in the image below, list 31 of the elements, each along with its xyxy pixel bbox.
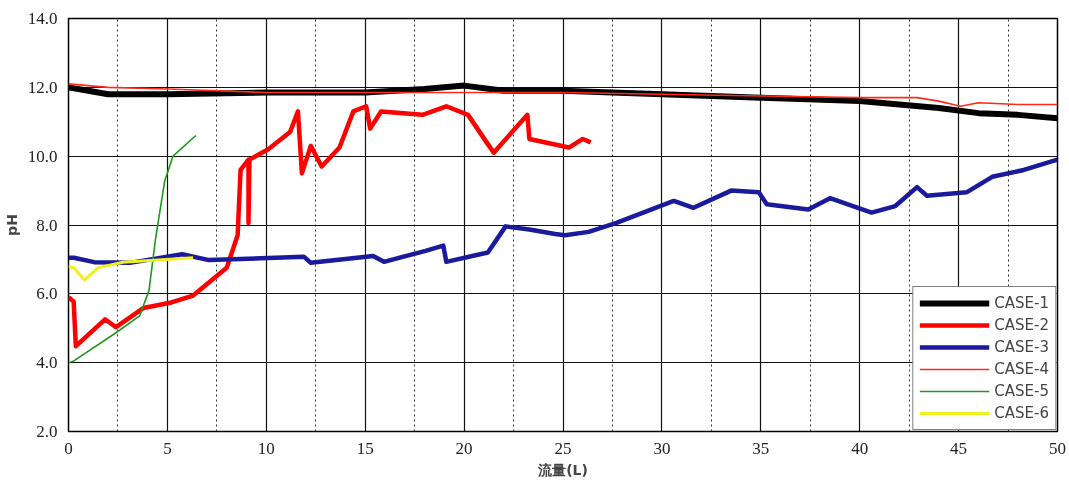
x-tick-label: 15	[356, 438, 374, 458]
line-series	[68, 104, 593, 349]
x-tick-label: 30	[653, 438, 671, 458]
legend-label: CASE-4	[994, 360, 1049, 378]
line-series	[68, 157, 1058, 266]
legend-label: CASE-3	[994, 338, 1049, 356]
x-tick-label: 20	[455, 438, 473, 458]
y-tick-label: 4.0	[36, 353, 58, 373]
legend-label: CASE-1	[994, 294, 1049, 312]
y-tick-label: 10.0	[27, 146, 58, 166]
x-tick-label: 50	[1049, 438, 1066, 458]
x-tick-label: 5	[163, 438, 172, 458]
x-tick-label: 25	[554, 438, 572, 458]
y-tick-label: 14.0	[27, 9, 58, 28]
x-tick-label: 45	[950, 438, 968, 458]
x-axis-title: 流量(L)	[537, 461, 588, 478]
x-tick-label: 10	[257, 438, 275, 458]
x-tick-label: 0	[64, 438, 73, 458]
x-tick-label: 35	[752, 438, 770, 458]
line-series	[68, 134, 197, 364]
line-series	[68, 256, 195, 282]
x-tick-label: 40	[851, 438, 869, 458]
legend-label: CASE-6	[994, 404, 1049, 422]
y-tick-label: 12.0	[27, 77, 58, 97]
y-axis-title: pH	[3, 214, 20, 236]
y-tick-label: 2.0	[36, 422, 58, 441]
line-series	[68, 83, 1058, 108]
y-tick-label: 8.0	[36, 215, 58, 235]
y-tick-label: 6.0	[36, 284, 58, 304]
legend-label: CASE-5	[994, 382, 1049, 400]
legend-label: CASE-2	[994, 316, 1049, 334]
